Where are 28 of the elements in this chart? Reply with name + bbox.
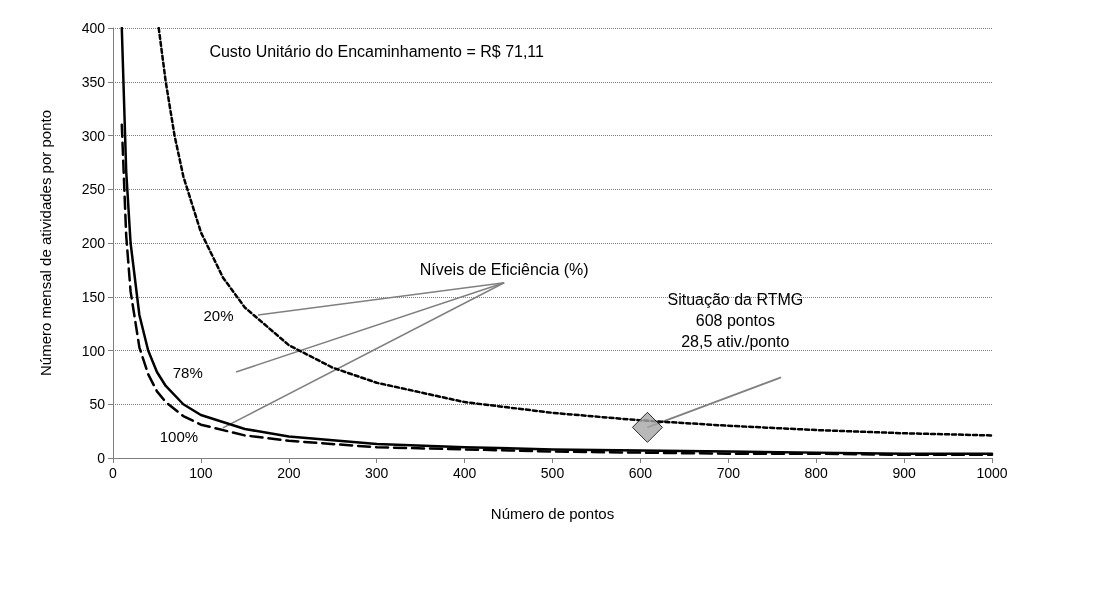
series-label: 78% <box>172 363 203 381</box>
y-tick-label: 300 <box>81 127 106 144</box>
series-label: 20% <box>203 306 234 324</box>
x-tick-label: 1000 <box>976 465 1008 481</box>
annotation: Custo Unitário do Encaminhamento = R$ 71,11 <box>209 43 545 61</box>
annotation: Níveis de Eficiência (%) <box>419 261 589 279</box>
x-tick-label: 300 <box>365 465 389 481</box>
x-tick-label: 700 <box>716 465 741 481</box>
x-tick-label: 500 <box>540 465 565 481</box>
y-tick-label: 150 <box>81 288 106 305</box>
series-label: 100% <box>159 428 199 445</box>
x-tick-label: 0 <box>109 465 118 481</box>
x-tick-label: 400 <box>452 465 477 481</box>
y-tick-label: 400 <box>81 20 106 36</box>
annotation: Situação da RTMG 608 pontos 28,5 ativ./ponto <box>667 290 804 350</box>
y-tick-label: 200 <box>81 235 106 251</box>
x-tick-label: 200 <box>277 465 301 481</box>
y-tick-label: 250 <box>81 181 106 198</box>
y-tick-label: 350 <box>81 73 106 90</box>
y-tick-label: 100 <box>81 342 106 359</box>
y-tick-label: 0 <box>97 450 106 466</box>
x-tick-label: 600 <box>628 465 653 481</box>
x-tick-label: 800 <box>804 465 829 481</box>
x-tick-label: 900 <box>892 465 916 481</box>
x-axis-title: Número de pontos <box>490 505 615 522</box>
y-axis-title: Número mensal de atividades por ponto <box>37 110 54 376</box>
y-tick-label: 50 <box>89 396 106 413</box>
x-tick-label: 100 <box>189 465 213 481</box>
